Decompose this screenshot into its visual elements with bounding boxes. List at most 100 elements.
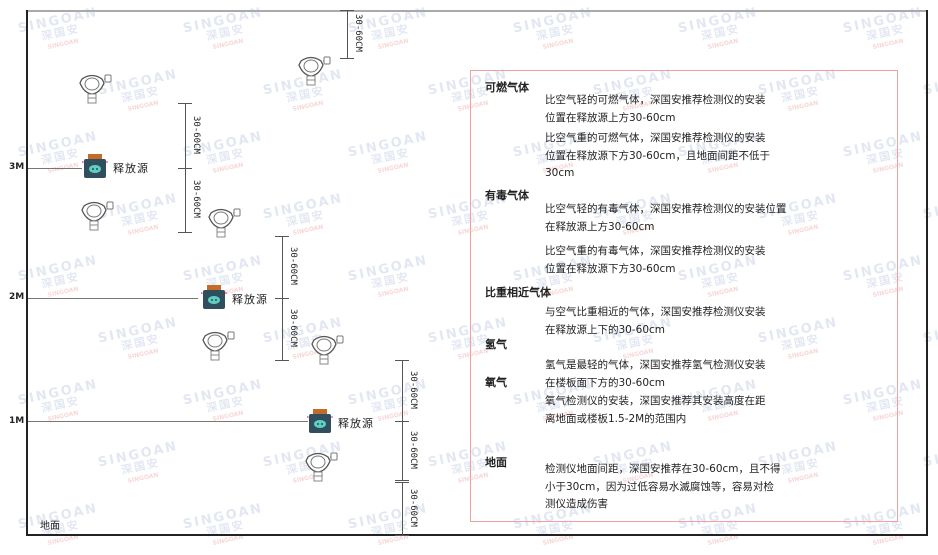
note-line: 位置在释放源上方30-60cm: [545, 111, 676, 124]
note-line: 氢气是最轻的气体，深国安推荐氢气检测仪安装: [545, 359, 766, 371]
dimension-label: 30-60CM: [408, 430, 418, 469]
note-paragraph: 比空气重的可燃气体，深国安推荐检测仪的安装 位置在释放源下方30-60cm，且地面…: [545, 130, 770, 183]
ceiling-line: [27, 10, 927, 12]
right-wall-line: [926, 10, 928, 536]
dimension-tick: [275, 360, 289, 361]
dimension-label: 30-60CM: [288, 309, 298, 347]
level-3m-line: [28, 168, 82, 169]
note-line: 小于30cm，因为过低容易水滅腐蚀等，容易对检: [545, 480, 774, 493]
release-source-label: 释放源: [113, 162, 149, 175]
note-line: 30cm: [545, 167, 575, 179]
wall-line: [26, 10, 28, 536]
dimension-tick: [395, 482, 409, 483]
release-source-label: 释放源: [338, 417, 374, 430]
note-heading: 有毒气体: [485, 189, 529, 202]
release-source-icon: [82, 154, 108, 178]
dimension-label: 30-60CM: [408, 370, 418, 409]
release-source-icon: [201, 285, 227, 309]
dimension-label: 30-60CM: [353, 14, 363, 52]
gas-detector-icon: [78, 73, 112, 105]
dimension-line: [185, 168, 186, 232]
dimension-line: [282, 298, 283, 360]
note-heading: 可燃气体: [485, 81, 529, 94]
note-paragraph: 氧气检测仪的安装，深国安推荐其安装高度在距 离地面或楼板1.5-2M的范围内: [545, 393, 766, 428]
installation-notes-panel: 可燃气体比空气轻的可燃气体，深国安推荐检测仪的安装 位置在释放源上方30-60cm…: [470, 70, 898, 522]
dimension-line: [185, 103, 186, 168]
note-line: 氧气检测仪的安装，深国安推荐其安装高度在距: [545, 395, 766, 407]
note-heading: 比重相近气体: [485, 286, 551, 299]
level-1m-line: [28, 421, 308, 422]
dimension-label: 30-60CM: [191, 180, 201, 218]
note-paragraph: 比空气轻的有毒气体，深国安推荐检测仪的安装位置 在释放源上方30-60cm: [545, 201, 787, 236]
dimension-line: [347, 10, 348, 58]
level-1m-label: 1M: [9, 416, 25, 426]
note-heading: 氧气: [485, 376, 507, 389]
note-paragraph: 检测仪地面间距，深国安推荐在30-60cm，且不得 小于30cm，因为过低容易水滅…: [545, 461, 781, 514]
dimension-label: 30-60CM: [288, 247, 298, 285]
dimension-tick: [395, 360, 409, 361]
gas-detector-icon: [304, 451, 338, 483]
note-heading: 氢气: [485, 338, 507, 351]
dimension-tick: [395, 480, 409, 481]
dimension-tick: [275, 236, 289, 237]
note-line: 位置在释放源下方30-60cm，且地面间距不低于: [545, 149, 771, 162]
dimension-tick: [340, 58, 354, 59]
note-line: 比空气轻的有毒气体，深国安推荐检测仪的安装位置: [545, 203, 787, 215]
note-line: 比空气重的有毒气体，深国安推荐检测仪的安装: [545, 245, 766, 257]
dimension-label: 30-60CM: [191, 115, 201, 154]
note-heading: 地面: [485, 456, 507, 469]
note-line: 在楼板面下方的30-60cm: [545, 376, 666, 389]
level-2m-line: [28, 298, 198, 299]
dimension-tick: [395, 421, 409, 422]
dimension-label: 30-60CM: [408, 488, 418, 527]
note-line: 位置在释放源下方30-60cm: [545, 262, 676, 275]
dimension-tick: [178, 168, 192, 169]
gas-detector-icon: [207, 207, 241, 239]
note-paragraph: 与空气比重相近的气体，深国安推荐检测仪安装 在释放源上下的30-60cm: [545, 304, 766, 339]
dimension-line: [402, 482, 403, 535]
gas-detector-icon: [297, 55, 331, 87]
gas-detector-icon: [80, 200, 114, 232]
dimension-line: [282, 236, 283, 298]
dimension-tick: [395, 535, 409, 536]
dimension-tick: [275, 298, 289, 299]
level-2m-label: 2M: [9, 292, 25, 302]
note-line: 比空气轻的可燃气体，深国安推荐检测仪的安装: [545, 94, 766, 106]
note-paragraph: 氢气是最轻的气体，深国安推荐氢气检测仪安装 在楼板面下方的30-60cm: [545, 357, 766, 392]
note-line: 比空气重的可燃气体，深国安推荐检测仪的安装: [545, 132, 766, 144]
dimension-line: [402, 360, 403, 421]
note-paragraph: 比空气轻的可燃气体，深国安推荐检测仪的安装 位置在释放源上方30-60cm: [545, 92, 766, 127]
note-line: 检测仪地面间距，深国安推荐在30-60cm，且不得: [545, 463, 781, 475]
note-line: 与空气比重相近的气体，深国安推荐检测仪安装: [545, 306, 766, 318]
dimension-tick: [340, 10, 354, 11]
dimension-tick: [178, 232, 192, 233]
dimension-tick: [178, 103, 192, 104]
note-line: 在释放源上方30-60cm: [545, 220, 655, 233]
release-source-label: 释放源: [232, 293, 268, 306]
release-source-icon: [307, 409, 333, 433]
level-3m-label: 3M: [9, 162, 25, 172]
dimension-line: [402, 421, 403, 480]
floor-label: 地面: [40, 521, 60, 532]
gas-detector-icon: [310, 334, 344, 366]
note-line: 在释放源上下的30-60cm: [545, 323, 666, 336]
floor-line: [26, 534, 928, 536]
